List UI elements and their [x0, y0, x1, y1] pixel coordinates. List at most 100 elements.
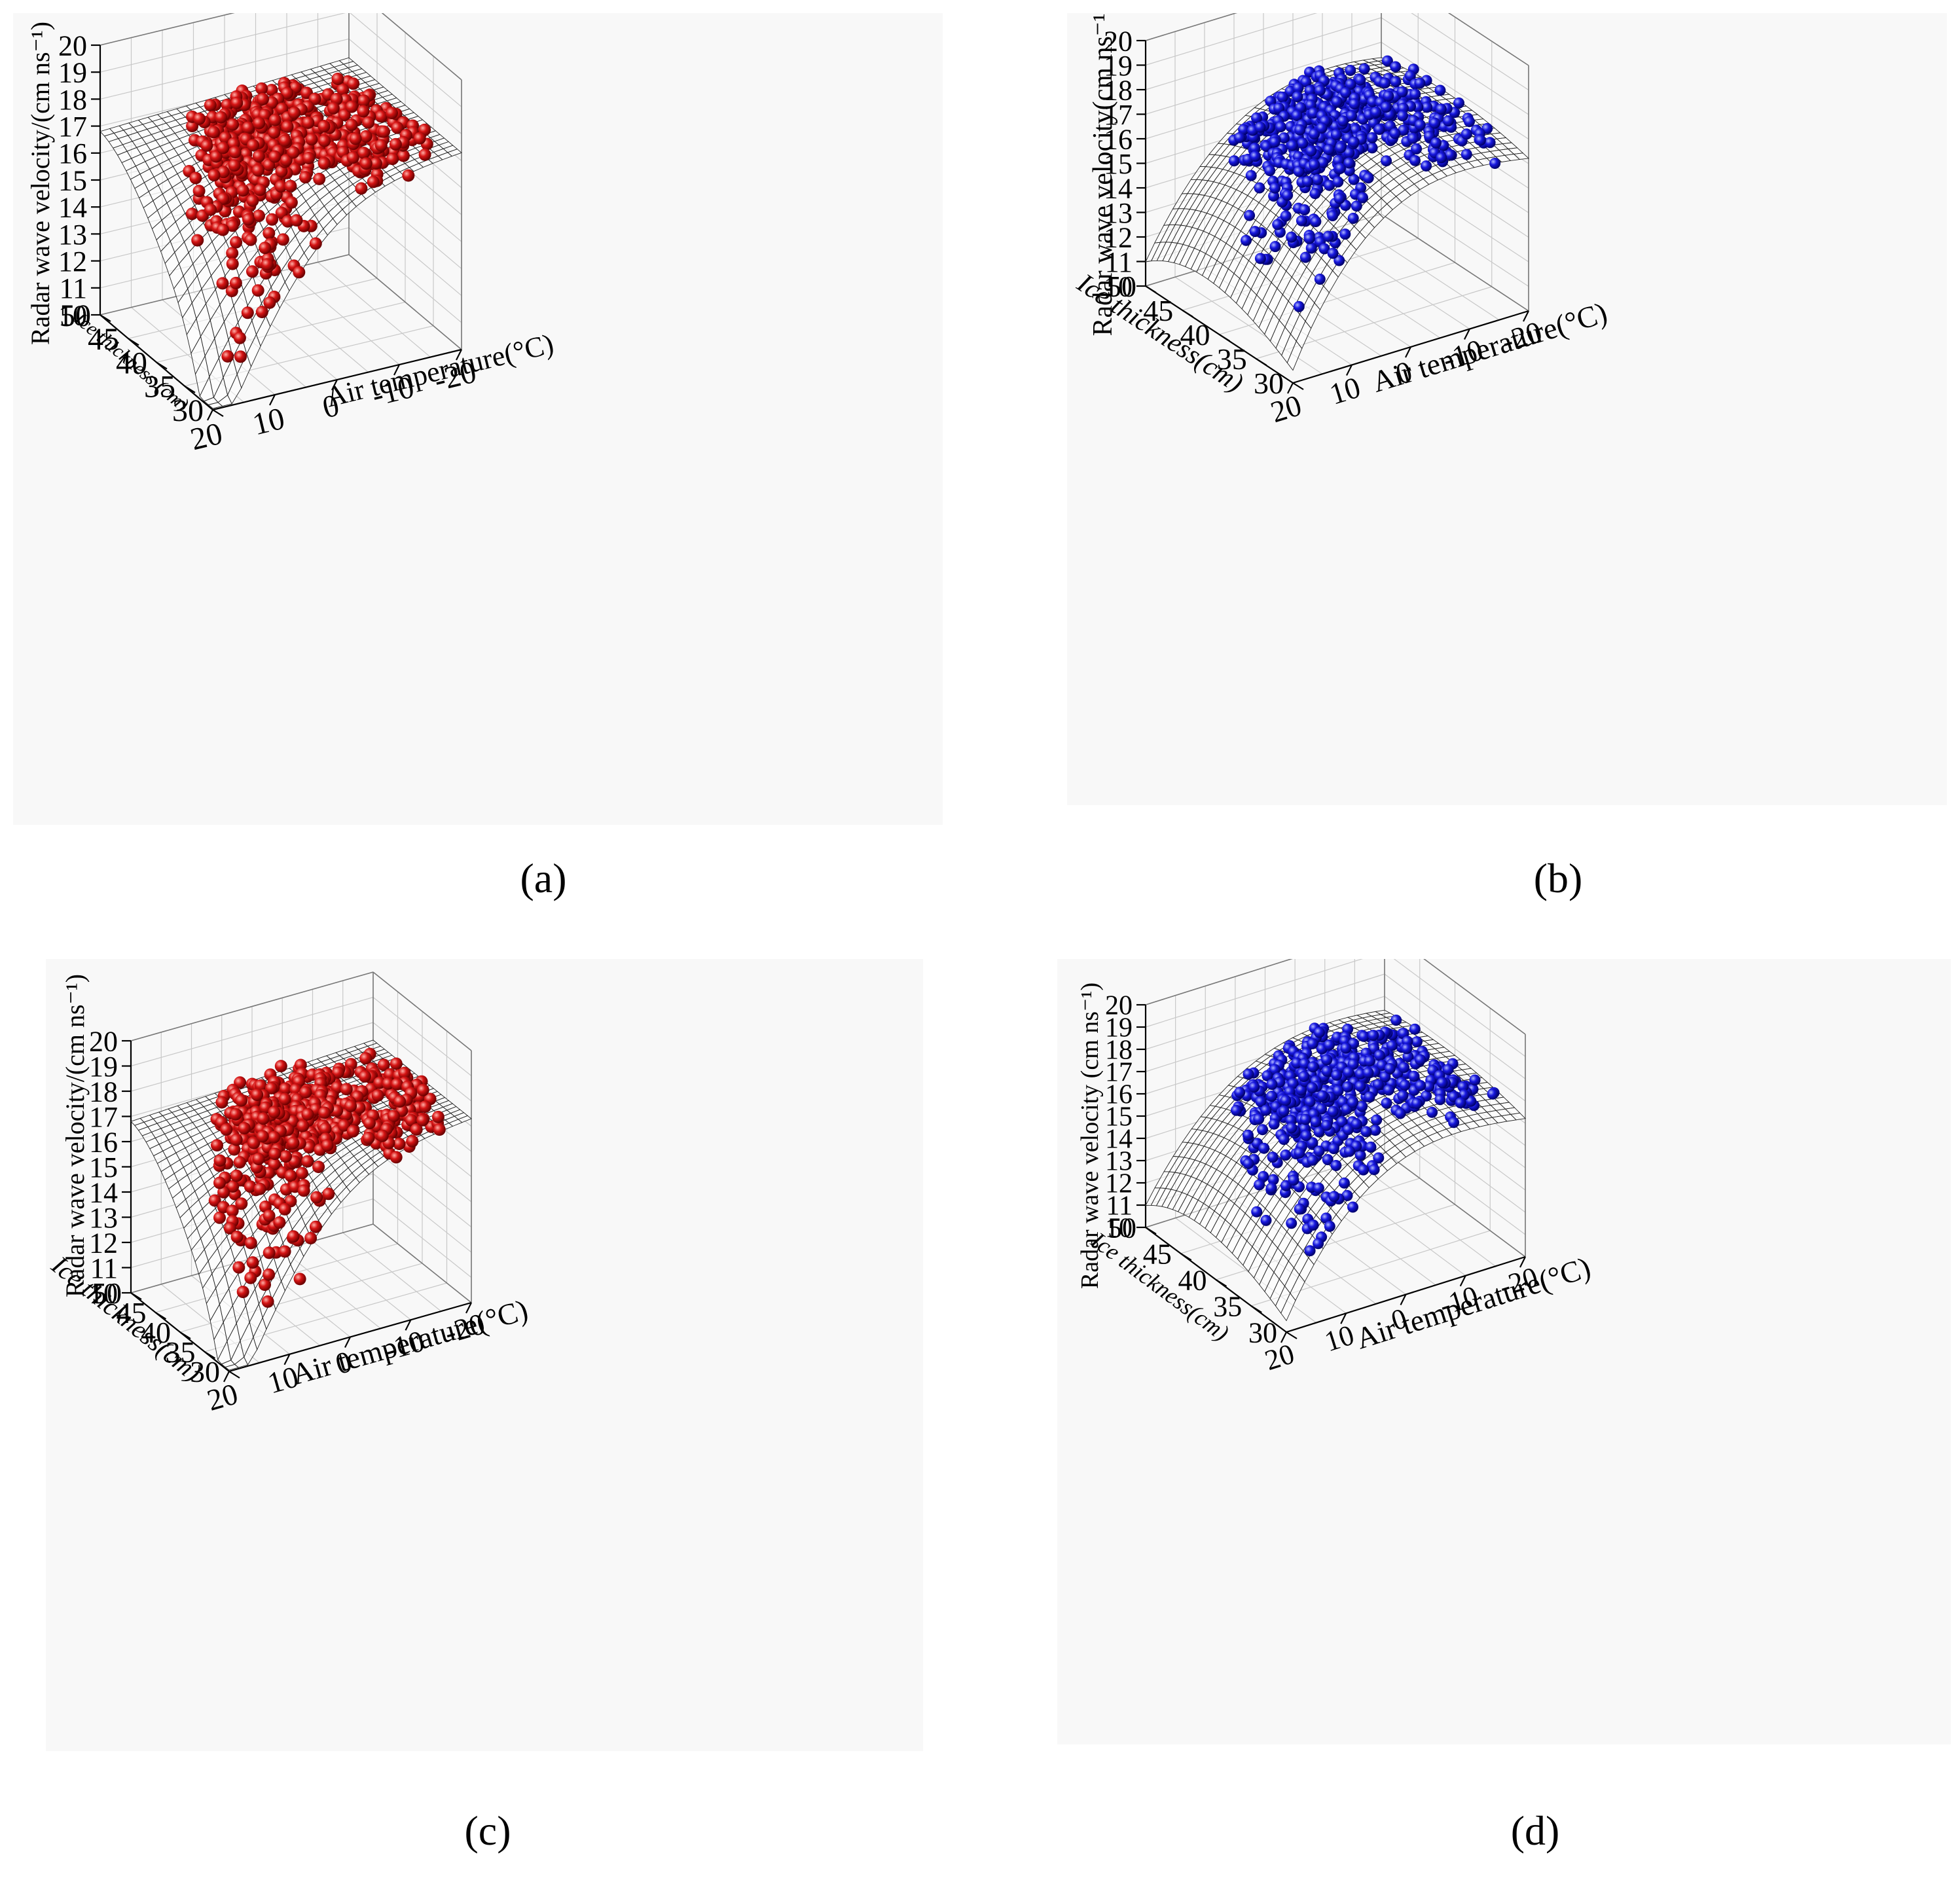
z-tick-label: 12: [1105, 1169, 1133, 1199]
z-tick-label: 16: [1104, 123, 1133, 155]
data-point: [244, 1237, 257, 1250]
data-point: [1301, 175, 1313, 187]
data-point: [1249, 226, 1261, 238]
y-tick: [1145, 285, 1157, 293]
x-tick: [456, 349, 462, 361]
data-point: [226, 257, 239, 270]
y-tick: [1218, 334, 1231, 342]
x-tick: [1464, 329, 1470, 340]
data-point: [1234, 132, 1246, 143]
box-edge: [372, 1223, 472, 1303]
data-point: [189, 172, 202, 185]
data-point: [416, 1083, 429, 1096]
data-point: [1296, 215, 1307, 226]
data-point: [1434, 84, 1446, 96]
z-tick-label: 19: [1105, 1013, 1133, 1043]
data-point: [1421, 160, 1432, 172]
data-point: [1273, 102, 1285, 114]
data-point: [257, 1112, 270, 1125]
data-point: [1286, 139, 1298, 151]
data-point: [229, 276, 242, 289]
z-tick-label: 15: [58, 164, 87, 196]
data-point: [242, 121, 255, 134]
z-tick-label: 13: [1104, 197, 1133, 229]
data-point: [290, 214, 303, 227]
z-tick-label: 14: [1105, 1125, 1133, 1155]
y-tick: [204, 1351, 216, 1359]
data-point: [1373, 124, 1385, 136]
x-tick: [331, 379, 338, 391]
data-point: [1343, 147, 1355, 158]
scatter-points: [1228, 55, 1501, 312]
data-point: [1312, 173, 1324, 185]
data-point: [1261, 141, 1273, 153]
data-point: [1334, 255, 1345, 266]
data-point: [374, 139, 388, 152]
data-point: [393, 1095, 407, 1108]
y-tick-label: 40: [1180, 318, 1210, 352]
data-point: [1379, 77, 1391, 89]
data-point: [185, 208, 198, 221]
data-point: [263, 1209, 276, 1222]
data-point: [1442, 115, 1454, 127]
data-point: [297, 1184, 310, 1197]
data-point: [359, 157, 372, 170]
data-point: [405, 1113, 418, 1127]
data-point: [1397, 110, 1408, 122]
data-point: [301, 1155, 314, 1168]
data-point: [1269, 182, 1281, 194]
data-point: [1327, 247, 1339, 259]
data-point: [1335, 142, 1347, 154]
data-point: [234, 350, 247, 363]
z-tick-label: 10: [1105, 1214, 1133, 1244]
data-point: [221, 350, 234, 363]
data-point: [346, 151, 359, 164]
data-point: [302, 152, 316, 164]
x-axis-title: Air temperature(°C): [323, 327, 557, 413]
data-point: [1275, 121, 1286, 133]
data-point: [367, 175, 380, 189]
data-point: [1269, 136, 1280, 148]
y-tick: [184, 385, 196, 393]
data-point: [273, 1216, 286, 1229]
data-point: [1402, 1051, 1414, 1062]
data-point: [268, 126, 281, 139]
data-point: [281, 86, 294, 99]
z-tick-label: 20: [58, 29, 87, 62]
panel-c: 10 11 12 13 14 15 16 17 18 19 20 30 35 40 45 50 20 10 0 -10…: [46, 959, 923, 1751]
data-point: [1345, 65, 1356, 76]
data-point: [1277, 91, 1288, 103]
data-point: [275, 206, 288, 219]
z-tick-label: 18: [1104, 74, 1133, 106]
data-point: [247, 1136, 261, 1149]
data-point: [1269, 241, 1281, 253]
data-point: [410, 1123, 423, 1136]
data-point: [284, 1169, 297, 1182]
data-point: [259, 242, 272, 255]
data-point: [1358, 1030, 1370, 1042]
data-point: [213, 1154, 227, 1167]
data-point: [1421, 101, 1433, 113]
z-tick-label: 10: [58, 299, 87, 331]
x-tick: [1519, 1256, 1526, 1268]
box-edge: [1145, 959, 1293, 1005]
data-point: [268, 1148, 281, 1161]
data-point: [389, 137, 402, 151]
data-point: [230, 1133, 243, 1146]
data-point: [256, 1130, 269, 1143]
y-tick-label: 45: [117, 1296, 147, 1329]
data-point: [228, 159, 241, 172]
y-axis-title: Ice thickness (cm): [70, 308, 193, 416]
x-tick: [1280, 1331, 1287, 1343]
data-point: [223, 1221, 236, 1235]
data-point: [265, 1081, 278, 1094]
data-point: [230, 96, 244, 109]
data-point: [288, 106, 301, 119]
box-edge: [130, 971, 374, 1041]
data-point: [278, 134, 291, 147]
z-tick-label: 16: [1105, 1080, 1133, 1110]
z-tick-label: 10: [1104, 270, 1133, 302]
y-tick-label: 50: [1108, 1212, 1136, 1244]
data-point: [413, 132, 426, 145]
